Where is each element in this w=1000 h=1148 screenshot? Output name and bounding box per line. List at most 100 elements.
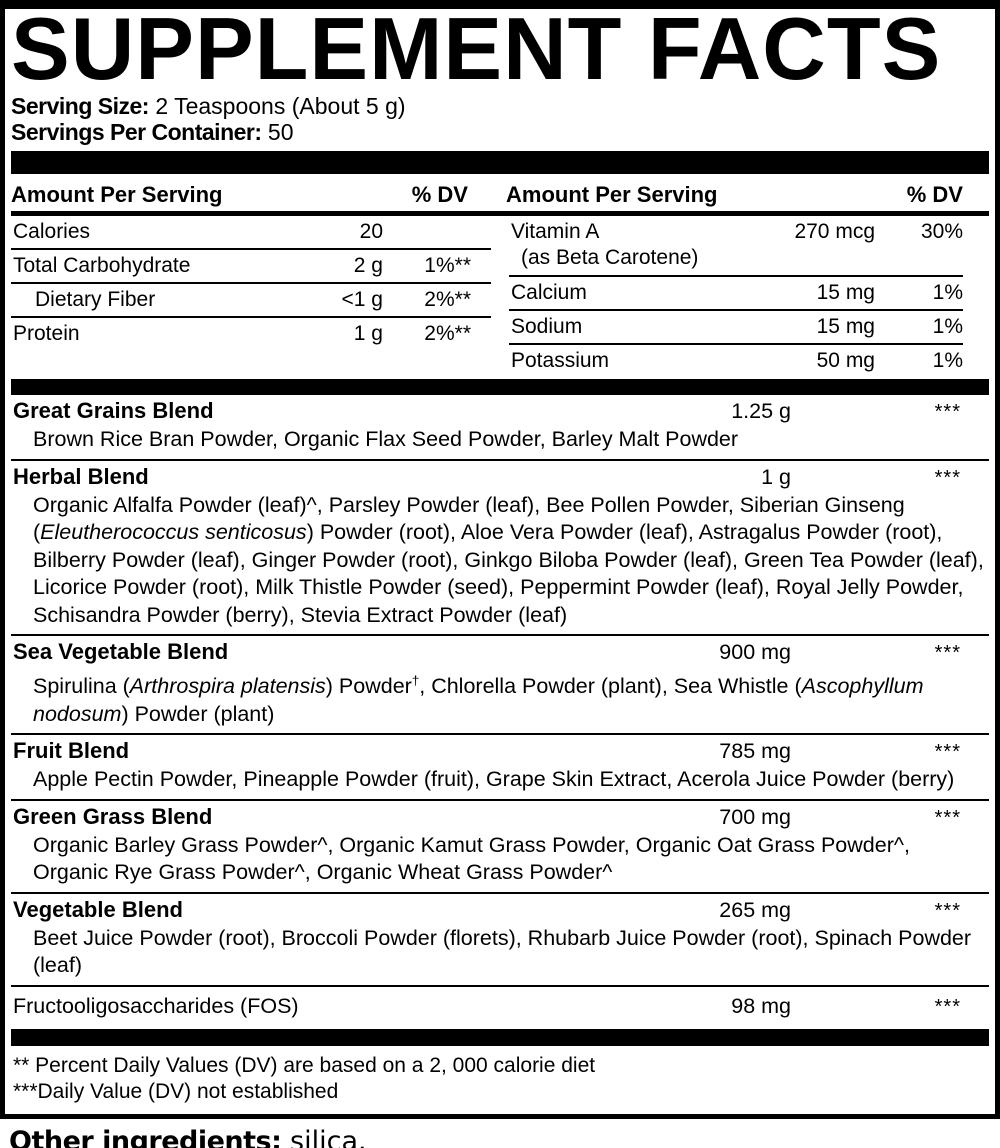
column-header-right: Amount Per Serving % DV bbox=[506, 174, 963, 211]
blend-dv: *** bbox=[934, 741, 961, 764]
nutrient-row: Vitamin A 270 mcg 30% (as Beta Carotene) bbox=[509, 216, 963, 277]
ingredient-text: Organic Barley Grass Powder^, Organic Ka… bbox=[33, 832, 910, 885]
nutrient-label: Sodium bbox=[511, 315, 583, 338]
other-ingredients-line: Other ingredients: silica. bbox=[0, 1119, 1000, 1148]
nutrient-amount: 1 g bbox=[353, 322, 383, 345]
blend-header: Fructooligosaccharides (FOS) 98 mg *** bbox=[11, 993, 989, 1020]
blend-section: Great Grains Blend 1.25 g *** Brown Rice Br… bbox=[11, 395, 989, 461]
blend-name: Sea Vegetable Blend bbox=[13, 639, 229, 664]
ingredient-text: Spirulina ( bbox=[33, 674, 130, 699]
nutrient-label: Potassium bbox=[511, 349, 610, 372]
nutrient-label: Calories bbox=[13, 220, 91, 243]
blend-name: Fruit Blend bbox=[13, 738, 130, 764]
nutrient-dv: 1% bbox=[932, 281, 963, 304]
servings-per-container-line: Servings Per Container: 50 bbox=[11, 119, 989, 145]
nutrient-amount: <1 g bbox=[341, 288, 383, 311]
nutrient-dv: 1% bbox=[932, 349, 963, 372]
blend-header: Vegetable Blend 265 mg *** bbox=[11, 897, 989, 924]
nutrient-amount: 50 mg bbox=[816, 349, 875, 372]
footnote-dv-not-established: ***Daily Value (DV) not established bbox=[13, 1079, 339, 1103]
blend-amount: 700 mg bbox=[719, 804, 791, 829]
blend-ingredients: Organic Alfalfa Powder (leaf)^, Parsley … bbox=[11, 491, 989, 633]
header-rule bbox=[11, 211, 989, 216]
footnotes: ** Percent Daily Values (DV) are based o… bbox=[11, 1046, 989, 1114]
nutrient-row: Protein 1 g 2%** bbox=[11, 318, 491, 350]
blend-dv: *** bbox=[934, 642, 961, 664]
nutrient-row: Calories 20 bbox=[11, 216, 491, 250]
nutrient-row: Sodium 15 mg 1% bbox=[509, 311, 963, 345]
blend-ingredients: Brown Rice Bran Powder, Organic Flax See… bbox=[11, 425, 989, 457]
blend-header: Sea Vegetable Blend 900 mg *** bbox=[11, 639, 989, 666]
ingredient-botanical-name: Ascophyllum nodosum bbox=[33, 674, 924, 726]
ingredient-text: Apple Pectin Powder, Pineapple Powder (f… bbox=[33, 767, 955, 792]
nutrient-column-right: Vitamin A 270 mcg 30% (as Beta Carotene) Cal… bbox=[509, 216, 989, 377]
ingredient-text: ) Powder bbox=[325, 674, 412, 699]
blend-amount: 265 mg bbox=[719, 897, 791, 922]
blend-dv: *** bbox=[934, 899, 961, 922]
blend-amount: 900 mg bbox=[719, 640, 791, 664]
dagger-marker: † bbox=[411, 673, 420, 688]
blend-header: Fruit Blend 785 mg *** bbox=[11, 738, 989, 765]
amount-per-serving-header: Amount Per Serving bbox=[506, 182, 718, 207]
blend-header: Green Grass Blend 700 mg *** bbox=[11, 804, 989, 831]
nutrient-row: Potassium 50 mg 1% bbox=[509, 345, 963, 377]
blend-ingredients: Beet Juice Powder (root), Broccoli Powde… bbox=[11, 924, 989, 983]
ingredient-botanical-name: Eleutherococcus senticosus bbox=[40, 520, 307, 544]
separator-bar-middle bbox=[11, 379, 989, 395]
ingredient-text: ) Powder (root), Aloe Vera Powder (leaf)… bbox=[33, 520, 984, 627]
other-ingredients-value: silica. bbox=[290, 1125, 367, 1148]
nutrient-row: Dietary Fiber <1 g 2%** bbox=[11, 284, 491, 318]
amount-per-serving-header: Amount Per Serving bbox=[11, 182, 223, 207]
nutrient-amount: 2 g bbox=[353, 254, 383, 277]
ingredient-text: , Chlorella Powder (plant), Sea Whistle … bbox=[419, 674, 802, 699]
separator-bar-bottom bbox=[11, 1028, 989, 1046]
blend-dv: *** bbox=[934, 401, 961, 423]
nutrient-dv: 30% bbox=[920, 220, 963, 243]
blend-ingredients: Spirulina (Arthrospira platensis) Powder… bbox=[11, 666, 989, 731]
blend-ingredients: Apple Pectin Powder, Pineapple Powder (f… bbox=[11, 765, 989, 797]
nutrient-sublabel: (as Beta Carotene) bbox=[521, 246, 699, 269]
blend-section: Green Grass Blend 700 mg *** Organic Barley… bbox=[11, 801, 989, 894]
supplement-facts-panel: SUPPLEMENT FACTS Serving Size: 2 Teaspoo… bbox=[0, 0, 1000, 1119]
dv-header: % DV bbox=[906, 182, 963, 207]
blend-list: Great Grains Blend 1.25 g *** Brown Rice Br… bbox=[11, 395, 989, 1028]
servings-per-container-label: Servings Per Container: bbox=[11, 119, 262, 145]
separator-bar-top bbox=[11, 151, 989, 174]
nutrient-row: Calcium 15 mg 1% bbox=[509, 277, 963, 311]
nutrient-column-headers: Amount Per Serving % DV Amount Per Servi… bbox=[11, 174, 989, 211]
column-header-left: Amount Per Serving % DV bbox=[11, 174, 488, 211]
blend-amount: 1.25 g bbox=[731, 399, 791, 423]
blend-section: Vegetable Blend 265 mg *** Beet Juice Powde… bbox=[11, 894, 989, 987]
nutrient-dv: 1%** bbox=[424, 254, 471, 277]
panel-title: SUPPLEMENT FACTS bbox=[11, 0, 942, 98]
blend-ingredients: Organic Barley Grass Powder^, Organic Ka… bbox=[11, 831, 989, 890]
ingredient-text: Brown Rice Bran Powder, Organic Flax See… bbox=[33, 427, 739, 451]
nutrient-dv: 1% bbox=[932, 315, 963, 338]
blend-dv: *** bbox=[934, 806, 961, 829]
nutrient-amount: 15 mg bbox=[816, 315, 875, 338]
blend-dv: *** bbox=[934, 995, 961, 1018]
blend-name: Herbal Blend bbox=[13, 463, 149, 489]
nutrient-amount: 270 mcg bbox=[794, 220, 875, 243]
servings-per-container-value: 50 bbox=[267, 119, 294, 145]
blend-name: Fructooligosaccharides (FOS) bbox=[13, 993, 299, 1018]
serving-size-value: 2 Teaspoons (About 5 g) bbox=[155, 93, 406, 119]
nutrient-dv: 2%** bbox=[424, 322, 471, 345]
ingredient-text: Beet Juice Powder (root), Broccoli Powde… bbox=[33, 925, 972, 978]
blend-section: Sea Vegetable Blend 900 mg *** Spirulina (A… bbox=[11, 636, 989, 736]
ingredient-text: Organic Alfalfa Powder (leaf)^, Parsley … bbox=[33, 492, 905, 545]
nutrient-columns: Calories 20 Total Carbohydrate 2 g 1%** Dieta… bbox=[11, 216, 989, 379]
other-ingredients-label: Other ingredients: bbox=[9, 1125, 282, 1148]
ingredient-botanical-name: Arthrospira platensis bbox=[129, 674, 326, 699]
nutrient-label: Vitamin A bbox=[511, 220, 600, 243]
blend-section: Fruit Blend 785 mg *** Apple Pectin Powder,… bbox=[11, 735, 989, 801]
nutrient-dv: 2%** bbox=[424, 288, 471, 311]
blend-amount: 785 mg bbox=[719, 739, 791, 764]
blend-dv: *** bbox=[934, 466, 961, 489]
blend-amount: 1 g bbox=[761, 464, 791, 489]
blend-header: Great Grains Blend 1.25 g *** bbox=[11, 398, 989, 425]
blend-section: Herbal Blend 1 g *** Organic Alfalfa Powder… bbox=[11, 461, 989, 636]
dv-header: % DV bbox=[411, 182, 468, 207]
nutrient-label: Protein bbox=[13, 322, 80, 345]
nutrient-column-left: Calories 20 Total Carbohydrate 2 g 1%** Dieta… bbox=[11, 216, 491, 377]
